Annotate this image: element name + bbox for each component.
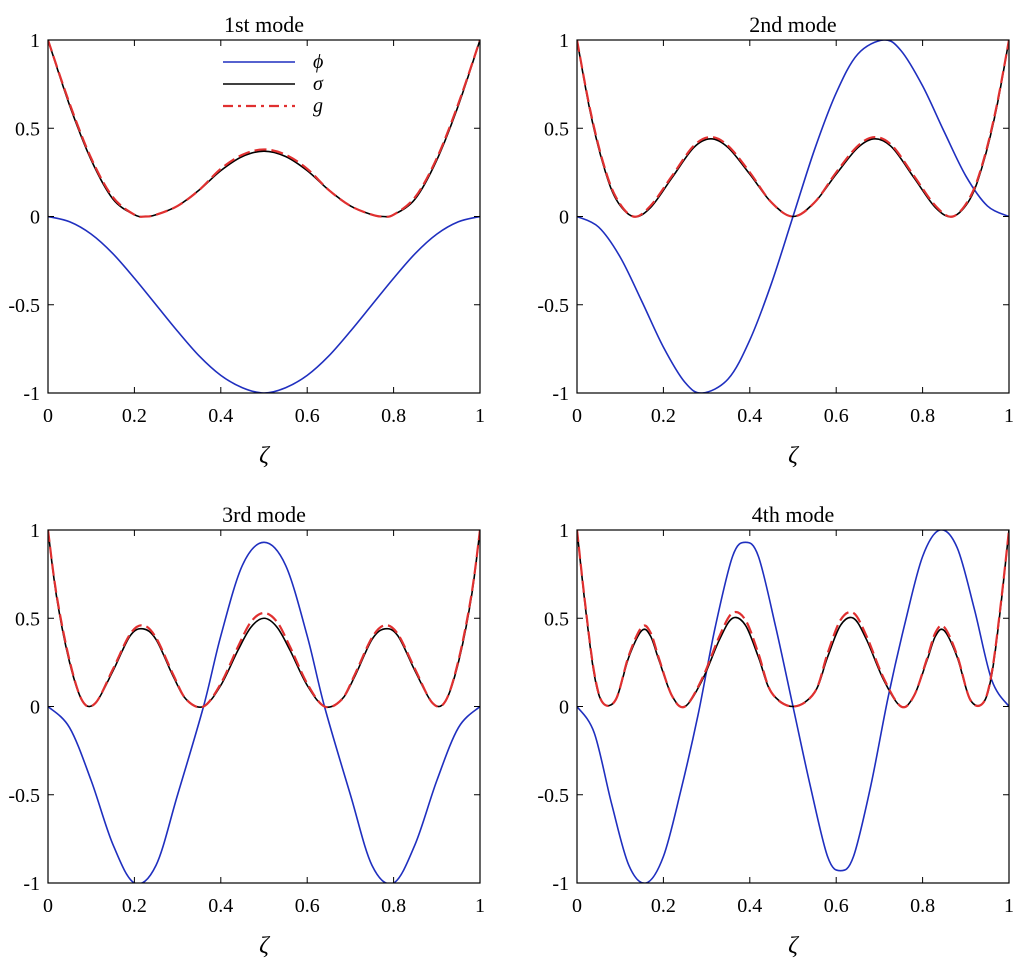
x-axis-label: ζ bbox=[788, 933, 800, 959]
x-axis-label: ζ bbox=[788, 443, 800, 469]
series-line-phi bbox=[48, 215, 480, 393]
x-tick-label: 0.8 bbox=[910, 895, 935, 917]
legend-label: σ bbox=[313, 73, 324, 95]
axes-frame bbox=[47, 529, 481, 884]
series-line-g bbox=[577, 530, 1009, 709]
chart-panel-4: 0 0.2 0.4 0.6 0.8 1 -1 -0.5 0 0.5 1 4th mode ζ bbox=[537, 502, 1014, 959]
y-tick-label: -1 bbox=[552, 873, 569, 895]
y-tick-label: 1 bbox=[559, 30, 569, 52]
y-tick-label: -1 bbox=[23, 383, 40, 405]
x-tick-label: 0 bbox=[43, 405, 53, 427]
y-tick-label: 0.5 bbox=[15, 118, 40, 140]
y-tick-label: 0.5 bbox=[544, 118, 569, 140]
legend-label: ϕ bbox=[313, 51, 323, 73]
x-tick-label: 0.2 bbox=[122, 895, 147, 917]
x-tick-label: 0.8 bbox=[910, 405, 935, 427]
y-tick-label: 1 bbox=[30, 30, 40, 52]
y-tick-label: 1 bbox=[30, 520, 40, 542]
x-tick-label: 0.4 bbox=[208, 895, 233, 917]
y-tick-label: 0 bbox=[559, 697, 569, 719]
y-tick-label: 0.5 bbox=[15, 608, 40, 630]
series-line-sigma bbox=[48, 530, 480, 708]
x-tick-label: 0.6 bbox=[824, 895, 849, 917]
x-tick-label: 0.4 bbox=[737, 895, 762, 917]
x-tick-label: 1 bbox=[1004, 895, 1014, 917]
x-tick-label: 0.6 bbox=[295, 405, 320, 427]
x-tick-label: 0.4 bbox=[208, 405, 233, 427]
y-tick-label: -0.5 bbox=[8, 785, 40, 807]
x-tick-label: 0 bbox=[572, 895, 582, 917]
x-tick-label: 0.2 bbox=[651, 405, 676, 427]
axes-frame bbox=[47, 39, 481, 394]
series-line-sigma bbox=[48, 40, 480, 218]
x-tick-label: 0.4 bbox=[737, 405, 762, 427]
x-tick-label: 0 bbox=[572, 405, 582, 427]
x-tick-label: 0.6 bbox=[824, 405, 849, 427]
chart-panel-3: 0 0.2 0.4 0.6 0.8 1 -1 -0.5 0 0.5 1 3rd mode ζ bbox=[8, 502, 485, 959]
legend-label: g bbox=[313, 95, 323, 117]
legend: ϕσg bbox=[223, 51, 324, 117]
panel-title: 1st mode bbox=[224, 12, 304, 37]
x-tick-label: 0.8 bbox=[381, 405, 406, 427]
panel-title: 2nd mode bbox=[749, 12, 836, 37]
y-tick-label: -0.5 bbox=[537, 295, 569, 317]
y-tick-label: 1 bbox=[559, 520, 569, 542]
y-tick-label: -1 bbox=[23, 873, 40, 895]
y-tick-label: 0 bbox=[559, 207, 569, 229]
panel-title: 4th mode bbox=[752, 502, 835, 527]
x-tick-label: 1 bbox=[475, 405, 485, 427]
x-axis-label: ζ bbox=[259, 443, 271, 469]
x-tick-label: 0.2 bbox=[122, 405, 147, 427]
chart-panel-2: 0 0.2 0.4 0.6 0.8 1 -1 -0.5 0 0.5 1 2nd mode ζ bbox=[537, 12, 1014, 469]
series-line-sigma bbox=[577, 530, 1009, 708]
x-tick-label: 0 bbox=[43, 895, 53, 917]
series-line-sigma bbox=[577, 40, 1009, 218]
x-tick-label: 0.2 bbox=[651, 895, 676, 917]
y-tick-label: 0 bbox=[30, 697, 40, 719]
x-axis-label: ζ bbox=[259, 933, 271, 959]
y-tick-label: 0.5 bbox=[544, 608, 569, 630]
chart-panel-1: 0 0.2 0.4 0.6 0.8 1 -1 -0.5 0 0.5 1 1st mode ζ ϕσg bbox=[8, 12, 485, 469]
x-tick-label: 1 bbox=[1004, 405, 1014, 427]
y-tick-label: -0.5 bbox=[8, 295, 40, 317]
y-tick-label: -1 bbox=[552, 383, 569, 405]
y-tick-label: -0.5 bbox=[537, 785, 569, 807]
y-tick-label: 0 bbox=[30, 207, 40, 229]
panel-title: 3rd mode bbox=[222, 502, 306, 527]
series-line-g bbox=[48, 530, 480, 709]
series-line-phi bbox=[48, 541, 480, 883]
x-tick-label: 0.6 bbox=[295, 895, 320, 917]
x-tick-label: 0.8 bbox=[381, 895, 406, 917]
series-line-g bbox=[48, 40, 480, 218]
x-tick-label: 1 bbox=[475, 895, 485, 917]
series-line-g bbox=[577, 40, 1009, 218]
